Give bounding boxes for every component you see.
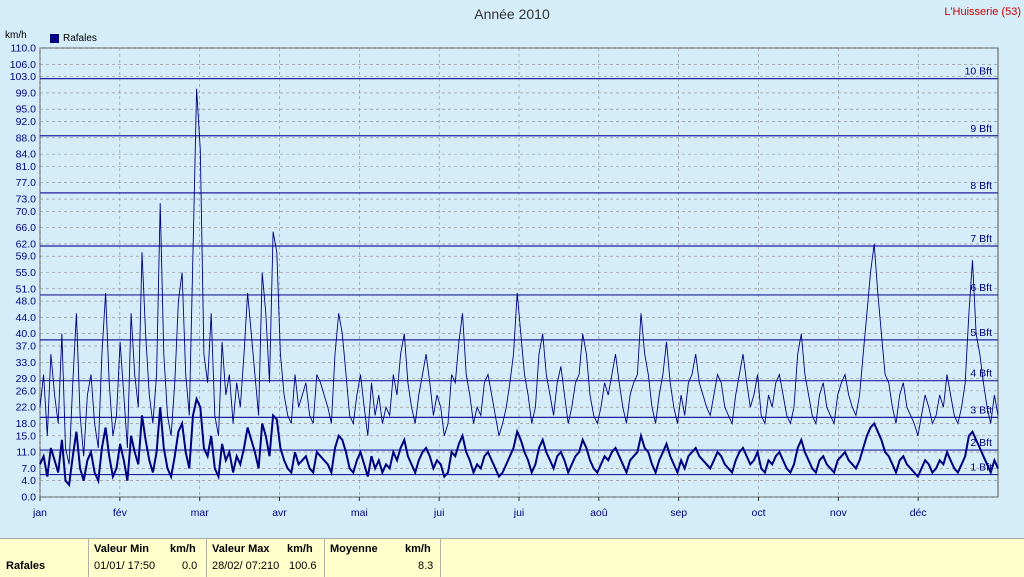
x-tick-label: fév [113, 507, 128, 519]
y-tick-label: 29.0 [16, 373, 37, 385]
stats-separator [88, 539, 89, 577]
y-tick-label: 26.0 [16, 385, 37, 397]
y-tick-label: 44.0 [16, 312, 37, 324]
stats-separator [440, 539, 441, 577]
avg-unit: km/h [405, 543, 431, 555]
y-tick-label: 92.0 [16, 116, 37, 128]
legend: Rafales [50, 33, 97, 44]
y-tick-label: 62.0 [16, 238, 37, 250]
y-tick-label: 22.0 [16, 402, 37, 414]
x-tick-label: sep [670, 507, 687, 519]
stats-bar: Rafales Valeur Min km/h 01/01/ 17:50 0.0… [0, 538, 1024, 577]
y-tick-label: 103.0 [10, 71, 36, 83]
y-tick-label: 77.0 [16, 177, 37, 189]
min-time: 01/01/ 17:50 [94, 560, 156, 572]
y-tick-label: 7.0 [21, 463, 36, 475]
x-tick-label: aoû [590, 507, 608, 519]
beaufort-label: 9 Bft [970, 123, 992, 135]
y-tick-label: 73.0 [16, 194, 37, 206]
x-tick-label: nov [830, 507, 848, 519]
y-tick-label: 40.0 [16, 328, 37, 340]
beaufort-label: 8 Bft [970, 180, 992, 192]
avg-value: 8.3 [418, 560, 434, 572]
y-tick-label: 51.0 [16, 283, 37, 295]
y-tick-label: 66.0 [16, 222, 37, 234]
station-name: L'Huisserie (53) [944, 6, 1021, 18]
gust-chart: 0.0 4.07.0 11.0 15.018.0 22.0 26.029.0 33.0 37.… [10, 43, 999, 519]
y-tick-label: 70.0 [16, 206, 37, 218]
series-line-max [39, 88, 999, 465]
beaufort-label: 6 Bft [970, 282, 992, 294]
beaufort-label: 4 Bft [970, 368, 992, 380]
y-tick-label: 0.0 [21, 492, 36, 504]
max-unit: km/h [287, 543, 313, 555]
min-unit: km/h [170, 543, 196, 555]
y-tick-label: 33.0 [16, 357, 37, 369]
x-tick-label: oct [751, 507, 765, 519]
min-value: 0.0 [182, 560, 198, 572]
y-tick-label: 99.0 [16, 87, 37, 99]
beaufort-label: 2 Bft [970, 437, 992, 449]
y-tick-label: 95.0 [16, 104, 37, 116]
y-axis-unit: km/h [5, 30, 27, 41]
y-tick-label: 18.0 [16, 418, 37, 430]
y-tick-label: 88.0 [16, 132, 37, 144]
y-tick-label: 106.0 [10, 59, 36, 71]
x-tick-label: avr [272, 507, 287, 519]
series-line-mean [39, 395, 999, 488]
stats-separator [324, 539, 325, 577]
x-tick-label: jui [513, 507, 525, 519]
legend-label: Rafales [63, 33, 97, 44]
stats-row-label: Rafales [6, 560, 46, 572]
chart-title: Année 2010 [474, 6, 550, 22]
legend-swatch [50, 34, 59, 43]
y-tick-label: 84.0 [16, 149, 37, 161]
y-tick-label: 55.0 [16, 267, 37, 279]
beaufort-label: 3 Bft [970, 404, 992, 416]
x-tick-label: mar [191, 507, 210, 519]
max-value: 100.6 [289, 560, 317, 572]
x-tick-label: jui [433, 507, 445, 519]
avg-header: Moyenne [330, 543, 378, 555]
x-tick-label: déc [910, 507, 927, 519]
y-tick-label: 110.0 [11, 43, 37, 55]
beaufort-label: 5 Bft [970, 327, 992, 339]
max-time: 28/02/ 07:210 [212, 560, 280, 572]
y-tick-label: 37.0 [16, 340, 37, 352]
min-header: Valeur Min [94, 543, 150, 555]
y-tick-label: 15.0 [16, 430, 37, 442]
y-tick-label: 81.0 [16, 161, 37, 173]
x-tick-label: mai [351, 507, 368, 519]
y-tick-label: 11.0 [16, 447, 36, 459]
y-tick-label: 59.0 [16, 251, 37, 263]
stats-separator [206, 539, 207, 577]
max-header: Valeur Max [212, 543, 270, 555]
x-tick-label: jan [32, 507, 47, 519]
beaufort-label: 10 Bft [965, 66, 993, 78]
y-tick-label: 4.0 [21, 475, 36, 487]
y-tick-label: 48.0 [16, 296, 37, 308]
beaufort-label: 7 Bft [970, 233, 992, 245]
